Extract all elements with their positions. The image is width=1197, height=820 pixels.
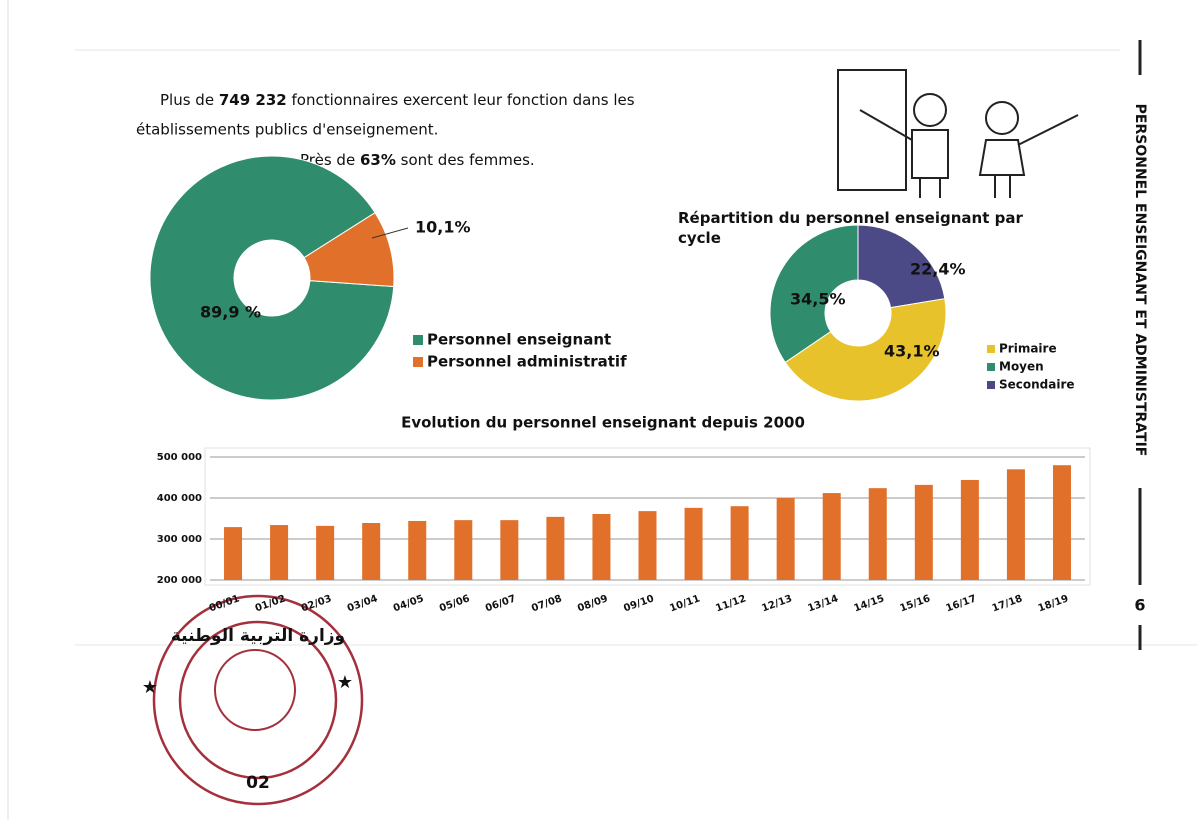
- legend-label: Personnel enseignant: [427, 331, 611, 349]
- bar: [914, 484, 933, 580]
- leader-line: [371, 227, 409, 239]
- stamp: [152, 594, 364, 806]
- bar: [224, 527, 243, 580]
- y-tick-label: 300 000: [157, 534, 202, 545]
- y-tick-label: 400 000: [157, 493, 202, 504]
- side-title: PERSONNEL ENSEIGNANT ET ADMINISTRATIF: [1132, 104, 1148, 457]
- bar: [1052, 465, 1071, 580]
- x-tick-label: 02/03: [300, 593, 333, 614]
- bar: [500, 520, 519, 580]
- bar: [362, 523, 381, 580]
- pie-slice: [303, 212, 395, 288]
- legend-swatch: [413, 357, 423, 367]
- x-tick-label: 17/18: [991, 593, 1024, 614]
- intro-part: fonctionnaires exercent leur fonction da…: [291, 91, 634, 109]
- bar: [776, 498, 795, 580]
- intro-bold: 749 232: [219, 91, 287, 109]
- stamp-number: 02: [246, 773, 270, 793]
- x-tick-label: 08/09: [576, 593, 609, 614]
- bar: [822, 493, 841, 580]
- x-tick-label: 03/04: [346, 593, 379, 614]
- x-tick-label: 10/11: [668, 593, 701, 614]
- pie-slice: [769, 224, 859, 364]
- pie-slice: [149, 155, 395, 401]
- stamp-star: ★: [337, 672, 353, 693]
- intro-bold: 63%: [360, 151, 396, 169]
- x-tick-label: 16/17: [945, 593, 978, 614]
- legend-label: Primaire: [999, 342, 1057, 356]
- x-tick-label: 18/19: [1037, 593, 1070, 614]
- data-label: 22,4%: [910, 260, 966, 279]
- stamp-star: ★: [142, 677, 158, 698]
- data-label: 43,1%: [884, 342, 940, 361]
- chart-title: Répartition du personnel enseignant par …: [678, 209, 1023, 247]
- intro-part: établissements publics d'enseignement.: [136, 121, 438, 139]
- bar: [546, 516, 565, 580]
- bar: [868, 488, 887, 580]
- intro-part: Plus de: [160, 91, 214, 109]
- intro-part: sont des femmes.: [401, 151, 535, 169]
- x-tick-label: 11/12: [714, 593, 747, 614]
- plot-frame: [204, 447, 1091, 586]
- stamp-text: وزارة التربية الوطنية: [171, 626, 345, 646]
- bar: [1006, 469, 1025, 580]
- bar: [408, 520, 427, 580]
- bar: [684, 507, 703, 580]
- x-tick-label: 00/01: [208, 593, 241, 614]
- page-number: 6: [1134, 596, 1145, 615]
- x-tick-label: 06/07: [484, 593, 517, 614]
- y-tick-label: 200 000: [157, 575, 202, 586]
- pie-slice: [857, 224, 946, 309]
- chart-title: Evolution du personnel enseignant depuis…: [401, 414, 805, 432]
- legend-swatch: [987, 381, 995, 389]
- bar: [960, 479, 979, 580]
- intro-text: Plus de 749 232 fonctionnaires exercent …: [160, 91, 635, 109]
- bar: [638, 511, 657, 580]
- x-tick-label: 12/13: [760, 593, 793, 614]
- x-tick-label: 15/16: [899, 593, 932, 614]
- legend-swatch: [413, 335, 423, 345]
- x-tick-label: 04/05: [392, 593, 425, 614]
- bar: [454, 520, 473, 580]
- intro-text: Près de 63% sont des femmes.: [300, 151, 535, 169]
- bar: [270, 525, 289, 580]
- x-tick-label: 07/08: [530, 593, 563, 614]
- x-tick-label: 09/10: [622, 593, 655, 614]
- y-tick-label: 500 000: [157, 452, 202, 463]
- legend-swatch: [987, 345, 995, 353]
- legend-swatch: [987, 363, 995, 371]
- data-label: 89,9 %: [200, 303, 261, 322]
- legend-label: Personnel administratif: [427, 353, 627, 371]
- data-label: 34,5%: [790, 290, 846, 309]
- bar: [316, 525, 335, 580]
- x-tick-label: 13/14: [806, 593, 839, 614]
- legend-label: Secondaire: [999, 378, 1075, 392]
- teachers-illustration: [837, 69, 1079, 198]
- bar: [592, 513, 611, 580]
- legend-label: Moyen: [999, 360, 1044, 374]
- x-tick-label: 14/15: [852, 593, 885, 614]
- pie-slice: [784, 298, 947, 402]
- data-label: 10,1%: [415, 218, 471, 237]
- x-tick-label: 05/06: [438, 593, 471, 614]
- bar: [730, 506, 749, 580]
